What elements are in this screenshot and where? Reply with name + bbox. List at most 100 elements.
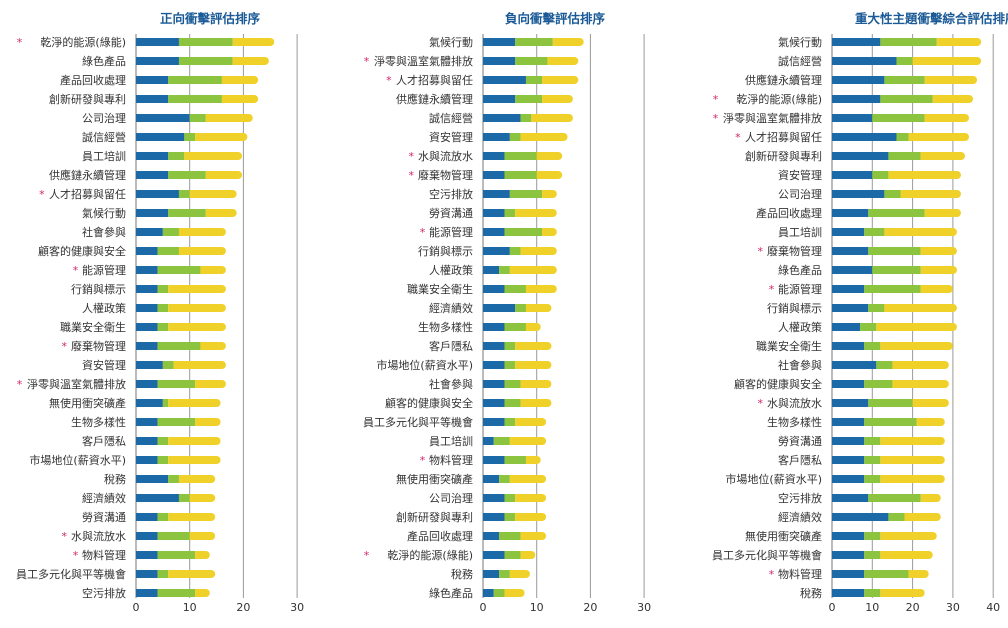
- category-label: 員工多元化與平等機會: [363, 415, 473, 429]
- category-label: 無使用衝突礦產: [745, 529, 822, 543]
- category-label: 誠信經營: [82, 130, 126, 144]
- bar-end-cap: [543, 399, 552, 407]
- bar-segment-3: [908, 133, 965, 141]
- category-label: 能源管理: [778, 282, 822, 296]
- bar-segment-3: [168, 399, 217, 407]
- bar-segment-1: [832, 475, 865, 483]
- bar-segment-2: [168, 76, 222, 84]
- bar-segment-1: [832, 456, 865, 464]
- bar-end-cap: [559, 133, 568, 141]
- bar-end-cap: [521, 570, 530, 578]
- bar-segment-3: [189, 532, 212, 540]
- bar-segment-1: [832, 152, 889, 160]
- category-label: 客戶隱私: [429, 339, 473, 353]
- bar-segment-1: [832, 323, 861, 331]
- bar-segment-3: [880, 475, 941, 483]
- bar-end-cap: [948, 247, 957, 255]
- bar-segment-1: [483, 380, 505, 388]
- category-label: 顧客的健康與安全: [38, 244, 126, 258]
- bar-segment-3: [536, 171, 559, 179]
- bar-end-cap: [516, 589, 525, 597]
- priority-star: *: [62, 340, 68, 353]
- bar-end-cap: [548, 247, 557, 255]
- priority-star: *: [769, 568, 775, 581]
- bar-segment-3: [880, 456, 941, 464]
- bar-segment-3: [924, 209, 957, 217]
- bar-end-cap: [960, 114, 969, 122]
- bar-segment-1: [832, 57, 897, 65]
- bar-segment-3: [520, 399, 548, 407]
- bar-segment-2: [157, 266, 201, 274]
- bar-segment-1: [136, 551, 158, 559]
- bar-segment-3: [547, 57, 575, 65]
- bar-segment-1: [136, 114, 190, 122]
- category-label: 人權政策: [778, 320, 822, 334]
- category-label: 空污排放: [429, 187, 473, 201]
- bar-end-cap: [948, 266, 957, 274]
- bar-end-cap: [217, 323, 226, 331]
- bar-segment-3: [515, 342, 548, 350]
- bar-segment-3: [232, 38, 271, 46]
- bar-segment-1: [483, 513, 505, 521]
- category-label: 稅務: [800, 586, 822, 600]
- bar-segment-1: [832, 95, 881, 103]
- bar-segment-1: [483, 95, 516, 103]
- category-label: 人才招募與留任: [49, 187, 126, 201]
- bar-segment-1: [136, 418, 158, 426]
- priority-star: *: [364, 55, 370, 68]
- category-label: 淨零與溫室氣體排放: [374, 54, 473, 68]
- bar-segment-3: [509, 570, 526, 578]
- priority-star: *: [758, 397, 764, 410]
- bar-end-cap: [973, 57, 982, 65]
- bar-segment-2: [872, 114, 925, 122]
- bar-end-cap: [924, 551, 933, 559]
- bar-segment-2: [157, 380, 196, 388]
- bar-segment-3: [232, 57, 265, 65]
- bar-end-cap: [940, 399, 949, 407]
- bar-end-cap: [532, 456, 541, 464]
- bar-end-cap: [554, 152, 563, 160]
- bar-segment-2: [189, 114, 206, 122]
- bar-segment-2: [515, 304, 526, 312]
- bar-segment-2: [880, 38, 937, 46]
- bar-segment-1: [483, 532, 500, 540]
- category-label: 物料管理: [778, 567, 822, 581]
- priority-star: *: [735, 131, 741, 144]
- priority-star: *: [39, 188, 45, 201]
- bar-segment-2: [872, 171, 889, 179]
- category-label: 水與流放水: [767, 396, 822, 410]
- bar-segment-2: [509, 190, 543, 198]
- bar-segment-2: [157, 513, 169, 521]
- bar-end-cap: [207, 494, 216, 502]
- category-label: 人才招募與留任: [745, 130, 822, 144]
- bar-segment-2: [493, 437, 510, 445]
- chart-title: 正向衝擊評估排序: [160, 11, 261, 26]
- bar-segment-3: [936, 38, 978, 46]
- category-label: 氣候行動: [82, 206, 126, 220]
- bar-end-cap: [217, 247, 226, 255]
- bar-segment-1: [832, 285, 865, 293]
- x-tick-label: 30: [946, 601, 960, 614]
- category-label: 員工培訓: [778, 225, 822, 239]
- category-label: 產品回收處理: [407, 529, 473, 543]
- category-label: 職業安全衛生: [407, 282, 473, 296]
- bar-segment-3: [178, 247, 222, 255]
- priority-star: *: [364, 549, 370, 562]
- x-tick-label: 20: [583, 601, 597, 614]
- bar-segment-2: [864, 570, 909, 578]
- bar-end-cap: [973, 38, 982, 46]
- x-tick-label: 10: [183, 601, 197, 614]
- bar-segment-1: [832, 38, 881, 46]
- bar-end-cap: [217, 304, 226, 312]
- bar-segment-3: [520, 380, 548, 388]
- bar-segment-3: [542, 95, 569, 103]
- category-label: 能源管理: [82, 263, 126, 277]
- category-label: 產品回收處理: [60, 73, 126, 87]
- bar-end-cap: [570, 76, 579, 84]
- bar-segment-2: [157, 418, 196, 426]
- bar-segment-1: [136, 133, 185, 141]
- category-label: 人才招募與留任: [396, 73, 473, 87]
- category-label: 無使用衝突礦產: [396, 472, 473, 486]
- bar-segment-2: [157, 247, 179, 255]
- bar-segment-3: [221, 76, 255, 84]
